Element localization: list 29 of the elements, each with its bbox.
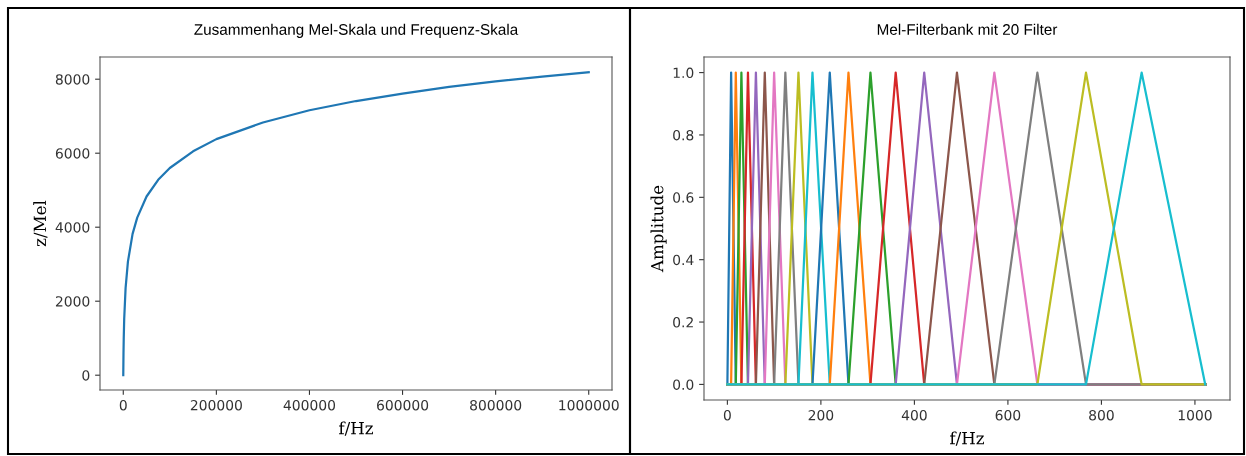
- x-tick-label: 400: [901, 409, 927, 421]
- y-tick-label: 4000: [55, 222, 90, 233]
- x-tick-label: 0: [723, 409, 731, 421]
- y-tick-label: 0.2: [673, 317, 693, 328]
- y-axis-title: z/Mel: [33, 200, 48, 247]
- x-tick-label: 400000: [283, 399, 336, 411]
- y-tick-label: 0.6: [673, 192, 694, 203]
- x-tick-label: 200000: [190, 399, 242, 411]
- y-tick-label: 0.4: [673, 254, 694, 266]
- y-tick-label: 0: [82, 370, 90, 381]
- y-tick-label: 0.0: [673, 379, 694, 390]
- y-tick-label: 6000: [55, 148, 90, 159]
- x-tick-label: 600000: [377, 399, 429, 411]
- y-axis-title: Amplitude: [650, 185, 667, 273]
- x-tick-label: 600: [995, 409, 1021, 421]
- y-tick-label: 1.0: [673, 67, 694, 79]
- x-tick-label: 800000: [470, 399, 522, 411]
- y-tick-label: 0.8: [673, 129, 694, 141]
- y-tick-label: 8000: [55, 74, 90, 85]
- x-tick-label: 200: [808, 409, 834, 421]
- x-tick-label: 1000: [1178, 409, 1212, 421]
- x-tick-label: 1000000: [559, 399, 619, 411]
- x-tick-label: 0: [119, 399, 127, 411]
- x-axis-title: f/Hz: [950, 431, 984, 446]
- chart-title: Zusammenhang Mel-Skala und Frequenz-Skala: [194, 23, 519, 38]
- x-axis-title: f/Hz: [339, 421, 373, 436]
- chart-title: Mel-Filterbank mit 20 Filter: [877, 23, 1058, 35]
- y-tick-label: 2000: [55, 296, 90, 307]
- x-tick-label: 800: [1089, 409, 1114, 421]
